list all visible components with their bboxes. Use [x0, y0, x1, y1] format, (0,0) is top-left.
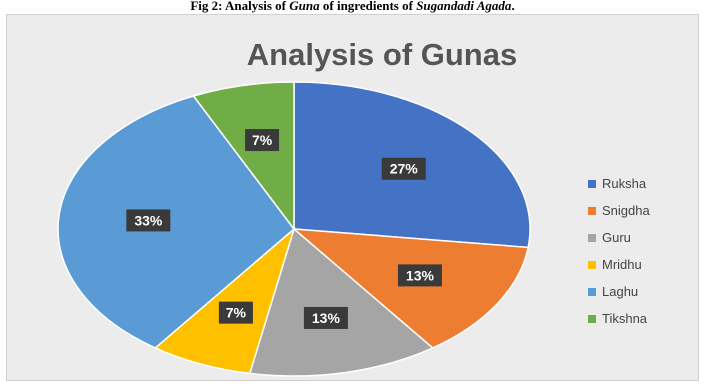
pie-slice-snigdha: [291, 228, 530, 349]
legend-swatch: [588, 206, 596, 215]
legend-label: Mridhu: [602, 257, 642, 272]
caption-suffix: .: [511, 0, 515, 13]
pie-slice-tikshna: [192, 81, 295, 232]
slice-label-box: [126, 209, 171, 232]
legend-item-guru: Guru: [588, 224, 698, 251]
slice-label-box: [397, 264, 442, 287]
caption-formulation: Sugandadi Agada: [416, 0, 512, 13]
legend-item-laghu: Laghu: [588, 278, 698, 305]
slice-label-snigdha: 13%: [397, 264, 442, 287]
legend-label: Guru: [602, 230, 631, 245]
legend-item-tikshna: Tikshna: [588, 305, 698, 332]
slice-label-text: 33%: [134, 212, 163, 228]
figure-caption: Fig 2: Analysis of Guna of ingredients o…: [0, 0, 705, 14]
slice-label-text: 27%: [390, 161, 419, 177]
legend-swatch: [588, 260, 596, 269]
caption-guna: Guna: [289, 0, 320, 13]
slice-label-text: 13%: [406, 267, 435, 283]
slice-label-box: [245, 129, 280, 152]
chart-title: Analysis of Gunas: [247, 37, 517, 72]
legend-swatch: [588, 179, 596, 188]
slice-label-text: 7%: [226, 305, 247, 321]
slice-label-box: [381, 157, 426, 180]
pie-slice-guru: [248, 227, 435, 377]
slice-label-laghu: 33%: [126, 209, 171, 232]
pie-slices: [57, 81, 531, 377]
legend-swatch: [588, 233, 596, 242]
slice-label-guru: 13%: [303, 306, 348, 329]
caption-prefix: Fig 2: Analysis of: [190, 0, 290, 13]
slice-label-ruksha: 27%: [381, 157, 426, 180]
slice-label-text: 7%: [252, 132, 273, 148]
legend-swatch: [588, 314, 596, 323]
legend-item-mridhu: Mridhu: [588, 251, 698, 278]
slice-labels: 27% 13% 13% 7% 33% 7%: [126, 129, 442, 329]
legend-item-ruksha: Ruksha: [588, 170, 698, 197]
pie-slice-laghu: [57, 95, 296, 349]
pie-slice-mridhu: [153, 226, 296, 375]
legend-label: Ruksha: [602, 176, 647, 191]
slice-label-tikshna: 7%: [245, 129, 280, 152]
caption-middle: of ingredients of: [319, 0, 417, 13]
legend-label: Laghu: [602, 284, 639, 299]
slice-label-box: [303, 306, 348, 329]
legend-label: Snigdha: [602, 203, 650, 218]
legend-label: Tikshna: [602, 311, 648, 326]
slice-label-box: [218, 301, 253, 324]
slice-label-text: 13%: [312, 310, 341, 326]
chart-legend: Ruksha Snigdha Guru Mridhu Laghu Tikshna: [588, 170, 698, 332]
slice-label-mridhu: 7%: [218, 301, 253, 324]
legend-swatch: [588, 287, 596, 296]
legend-item-snigdha: Snigdha: [588, 197, 698, 224]
